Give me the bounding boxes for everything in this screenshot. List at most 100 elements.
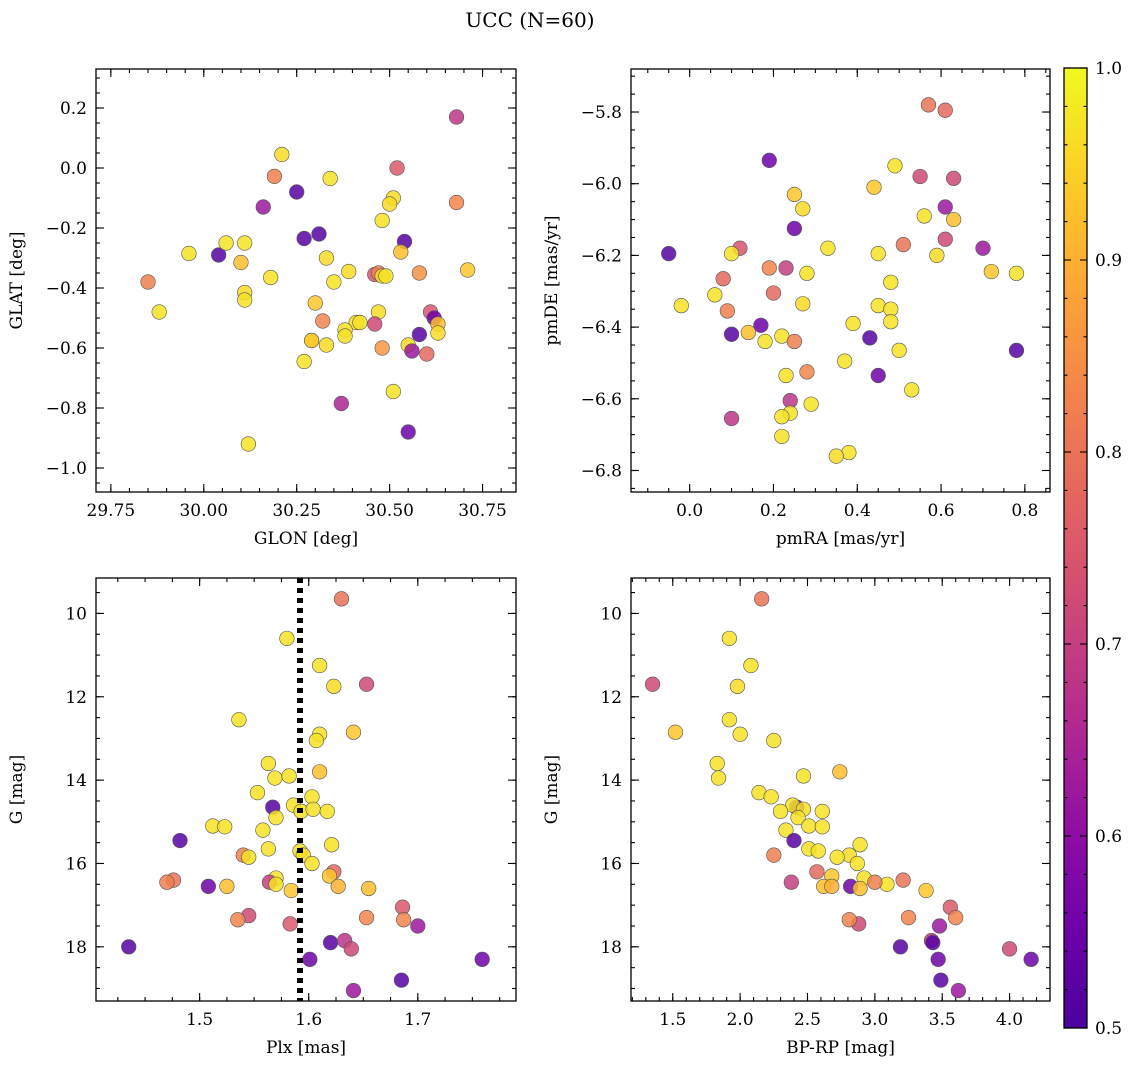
data-point [374, 340, 390, 356]
y-axis-label: GLAT [deg] [7, 231, 27, 329]
data-point [644, 676, 661, 692]
colorbar-gradient [1064, 68, 1087, 1028]
y-tick-label: 18 [65, 938, 87, 958]
data-point [824, 878, 840, 894]
data-point [333, 395, 349, 412]
data-point [312, 657, 328, 674]
y-tick-label: 0.2 [60, 99, 87, 119]
data-point [766, 732, 782, 749]
data-point [343, 941, 359, 957]
data-point [900, 910, 917, 926]
data-point [721, 630, 737, 647]
data-point [411, 326, 427, 343]
data-point [321, 868, 338, 884]
data-point [393, 244, 409, 260]
data-point [870, 367, 886, 384]
data-point [374, 212, 390, 229]
data-point [870, 297, 886, 314]
data-point [382, 196, 398, 212]
y-tick-label: −1.0 [46, 459, 87, 479]
y-tick-label: 16 [65, 854, 87, 874]
data-point [263, 269, 279, 286]
colorbar-tick-label: 0.8 [1095, 443, 1122, 463]
data-point [312, 764, 328, 780]
scatter-points [661, 97, 1025, 464]
data-point [845, 315, 861, 332]
data-point [304, 855, 320, 872]
subplot-2: 0.0 0.2 0.4 0.6 0.8 −6.8 −6.6 −6.4 −6.2 −6.0 −5.8 p… [542, 68, 1051, 549]
data-point [795, 296, 811, 312]
data-point [230, 912, 246, 928]
data-point [870, 246, 886, 262]
data-point [916, 208, 932, 224]
data-point [790, 810, 806, 826]
data-point [279, 630, 295, 647]
data-point [795, 768, 812, 784]
data-point [345, 724, 362, 740]
data-point [786, 220, 803, 237]
data-point [883, 274, 899, 290]
data-point [240, 436, 256, 452]
data-point [852, 880, 868, 897]
data-point [419, 346, 435, 362]
x-tick-label: 0.0 [676, 501, 703, 521]
data-point [723, 410, 740, 427]
data-point [307, 295, 323, 311]
y-tick-label: 14 [65, 771, 87, 791]
data-point [937, 199, 953, 215]
data-point [1001, 941, 1018, 957]
data-point [318, 337, 335, 353]
data-point [211, 247, 227, 263]
data-point [281, 768, 297, 784]
data-point [305, 801, 321, 817]
scatter-points [644, 591, 1039, 999]
data-point [814, 819, 830, 835]
data-point [709, 755, 725, 772]
data-point [140, 274, 156, 290]
data-point [673, 297, 689, 314]
data-point [289, 184, 305, 200]
subplot-1: 29.75 30.00 30.25 30.50 30.75 −1.0 −0.8 −0.6 −0.… [7, 68, 517, 549]
data-point [867, 874, 883, 890]
data-point [912, 168, 928, 185]
data-point [829, 849, 845, 865]
data-point [255, 822, 271, 838]
data-point [319, 803, 335, 819]
data-point [345, 982, 362, 999]
y-tick-label: 18 [600, 938, 622, 958]
data-point [723, 326, 740, 342]
data-point [231, 712, 247, 728]
data-point [723, 246, 740, 262]
data-point [707, 287, 723, 303]
data-point [326, 274, 342, 290]
data-point [266, 168, 283, 184]
data-point [308, 732, 324, 749]
y-tick-label: −6.8 [581, 461, 622, 481]
data-point [474, 951, 490, 967]
data-point [315, 313, 331, 329]
data-point [895, 872, 911, 888]
data-point [318, 250, 335, 266]
data-point [324, 837, 340, 853]
data-point [159, 874, 175, 890]
y-tick-label: −0.6 [46, 339, 87, 359]
x-axis-label: BP-RP [mag] [786, 1038, 895, 1058]
data-point [754, 591, 770, 607]
data-point [983, 263, 999, 280]
data-point [710, 770, 727, 786]
data-point [743, 657, 759, 674]
data-point [367, 316, 383, 332]
colorbar-frame [1063, 67, 1088, 1029]
data-point [303, 332, 320, 349]
data-point [233, 254, 249, 271]
data-point [729, 678, 746, 694]
data-point [772, 803, 789, 819]
data-point [920, 97, 937, 113]
data-point [237, 292, 253, 308]
data-point [786, 832, 802, 849]
y-tick-label: 10 [600, 604, 622, 624]
data-point [753, 317, 769, 333]
data-point [883, 314, 899, 330]
data-point [1008, 265, 1025, 281]
data-point [337, 328, 353, 344]
